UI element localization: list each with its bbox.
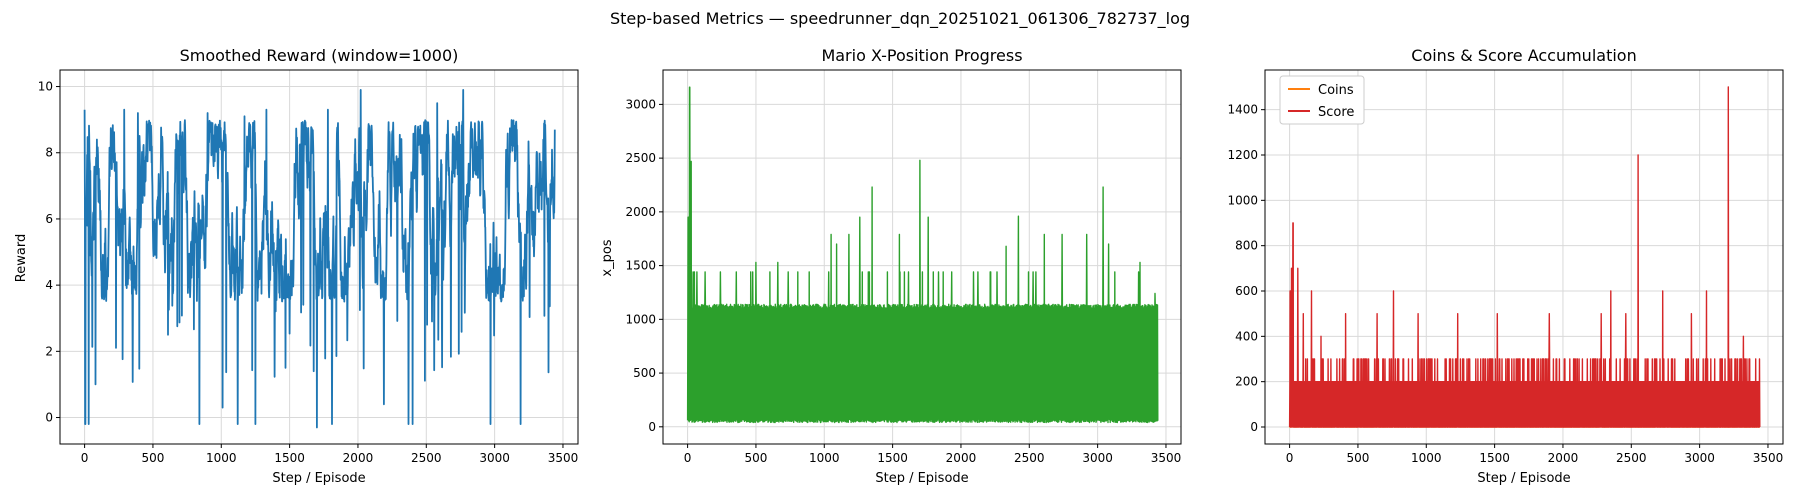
axes-frame [59, 69, 579, 445]
figure-suptitle: Step-based Metrics — speedrunner_dqn_202… [610, 9, 1190, 29]
panel-reward: Smoothed Reward (window=1000) Step / Epi… [14, 46, 579, 486]
axes-frame [662, 69, 1182, 445]
y-axis-label: Reward [14, 234, 29, 282]
y-tick-label: 4 [45, 278, 53, 292]
panel-title: Coins & Score Accumulation [1411, 46, 1636, 65]
x-tick-label: 3000 [479, 451, 510, 465]
y-tick-label: 1000 [1227, 193, 1258, 207]
x-tick-label: 2500 [1014, 451, 1045, 465]
series-line-xpos [686, 86, 1159, 424]
y-tick-label: 500 [633, 366, 656, 380]
y-tick-label: 0 [45, 411, 53, 425]
x-tick-label: 1000 [206, 451, 237, 465]
x-tick-label: 2500 [411, 451, 442, 465]
panel-xpos: Mario X-Position Progress Step / Episode… [600, 46, 1182, 486]
series-line-score [1288, 86, 1761, 428]
x-tick-label: 2000 [343, 451, 374, 465]
y-tick-label: 200 [1235, 375, 1258, 389]
y-tick-label: 6 [45, 212, 53, 226]
legend-label-coins: Coins [1318, 83, 1354, 98]
x-axis-label: Step / Episode [272, 471, 365, 486]
x-tick-label: 3000 [1082, 451, 1113, 465]
y-tick-label: 10 [38, 80, 53, 94]
x-tick-label: 1500 [274, 451, 305, 465]
y-tick-label: 0 [648, 420, 656, 434]
panel-coins-score: Coins & Score Accumulation Step / Episod… [1227, 46, 1784, 486]
x-tick-label: 2000 [1548, 451, 1579, 465]
x-tick-label: 500 [1346, 451, 1369, 465]
x-axis-label: Step / Episode [875, 471, 968, 486]
x-tick-label: 1500 [1479, 451, 1510, 465]
x-tick-label: 1000 [809, 451, 840, 465]
x-tick-label: 1000 [1411, 451, 1442, 465]
x-tick-label: 0 [684, 451, 692, 465]
y-tick-label: 3000 [625, 97, 656, 111]
y-tick-label: 1000 [625, 312, 656, 326]
y-tick-label: 2500 [625, 151, 656, 165]
x-tick-label: 0 [81, 451, 89, 465]
series-line-reward [83, 89, 556, 429]
y-tick-label: 1200 [1227, 148, 1258, 162]
y-tick-label: 2000 [625, 205, 656, 219]
x-tick-label: 500 [744, 451, 767, 465]
y-tick-label: 1500 [625, 259, 656, 273]
y-tick-label: 600 [1235, 284, 1258, 298]
y-tick-label: 8 [45, 146, 53, 160]
x-tick-label: 3500 [1753, 451, 1784, 465]
legend: Coins Score [1279, 75, 1365, 125]
x-tick-label: 2500 [1616, 451, 1647, 465]
x-tick-label: 2000 [946, 451, 977, 465]
panel-title: Mario X-Position Progress [821, 46, 1022, 65]
x-tick-label: 3000 [1684, 451, 1715, 465]
y-tick-label: 1400 [1227, 103, 1258, 117]
x-tick-label: 3500 [1151, 451, 1182, 465]
legend-label-score: Score [1318, 105, 1354, 120]
y-tick-label: 800 [1235, 239, 1258, 253]
x-tick-label: 500 [141, 451, 164, 465]
axes-frame [1264, 69, 1784, 445]
x-axis-label: Step / Episode [1477, 471, 1570, 486]
x-tick-label: 0 [1286, 451, 1294, 465]
y-tick-label: 400 [1235, 329, 1258, 343]
y-tick-label: 0 [1250, 420, 1258, 434]
y-axis-label: x_pos [600, 239, 615, 276]
panel-title: Smoothed Reward (window=1000) [180, 46, 459, 65]
y-tick-label: 2 [45, 344, 53, 358]
x-tick-label: 3500 [548, 451, 579, 465]
x-tick-label: 1500 [877, 451, 908, 465]
